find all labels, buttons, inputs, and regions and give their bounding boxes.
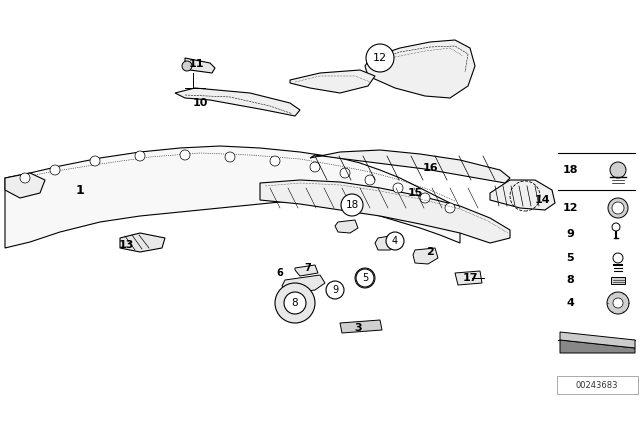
Text: 5: 5 bbox=[566, 253, 574, 263]
Text: 18: 18 bbox=[346, 200, 358, 210]
Text: 8: 8 bbox=[292, 298, 298, 308]
Circle shape bbox=[340, 168, 350, 178]
Text: 1: 1 bbox=[76, 184, 84, 197]
Circle shape bbox=[365, 175, 375, 185]
FancyBboxPatch shape bbox=[611, 277, 625, 284]
Text: 4: 4 bbox=[566, 298, 574, 308]
Text: 5: 5 bbox=[362, 273, 368, 283]
Text: 9: 9 bbox=[332, 285, 338, 295]
Polygon shape bbox=[185, 58, 215, 73]
Circle shape bbox=[361, 274, 369, 282]
Text: 8: 8 bbox=[566, 275, 574, 285]
Polygon shape bbox=[413, 248, 438, 264]
Text: 18: 18 bbox=[563, 165, 578, 175]
Polygon shape bbox=[335, 220, 358, 233]
Polygon shape bbox=[560, 332, 635, 348]
Text: 11: 11 bbox=[188, 59, 204, 69]
Circle shape bbox=[607, 292, 629, 314]
Polygon shape bbox=[5, 146, 470, 248]
Circle shape bbox=[180, 150, 190, 160]
Text: 14: 14 bbox=[535, 195, 551, 205]
FancyBboxPatch shape bbox=[557, 376, 638, 394]
Circle shape bbox=[610, 162, 626, 178]
Polygon shape bbox=[340, 320, 382, 333]
Polygon shape bbox=[120, 233, 165, 252]
Circle shape bbox=[182, 61, 192, 71]
Polygon shape bbox=[5, 173, 45, 198]
Text: 6: 6 bbox=[276, 268, 284, 278]
Text: 12: 12 bbox=[563, 203, 578, 213]
Circle shape bbox=[327, 282, 343, 298]
Circle shape bbox=[310, 162, 320, 172]
Circle shape bbox=[612, 202, 624, 214]
Circle shape bbox=[608, 198, 628, 218]
Polygon shape bbox=[455, 271, 482, 285]
Polygon shape bbox=[560, 340, 635, 353]
Circle shape bbox=[613, 298, 623, 308]
Circle shape bbox=[326, 281, 344, 299]
Circle shape bbox=[20, 173, 30, 183]
Circle shape bbox=[275, 283, 315, 323]
Polygon shape bbox=[490, 180, 555, 210]
Polygon shape bbox=[295, 265, 318, 276]
Text: 2: 2 bbox=[426, 247, 434, 257]
Polygon shape bbox=[282, 275, 325, 293]
Polygon shape bbox=[310, 150, 510, 183]
Text: 9: 9 bbox=[566, 229, 574, 239]
Polygon shape bbox=[260, 180, 510, 243]
Text: 17: 17 bbox=[462, 273, 477, 283]
Circle shape bbox=[50, 165, 60, 175]
Circle shape bbox=[355, 268, 375, 288]
Circle shape bbox=[270, 156, 280, 166]
Circle shape bbox=[420, 193, 430, 203]
Circle shape bbox=[366, 44, 394, 72]
Text: 15: 15 bbox=[407, 188, 422, 198]
Circle shape bbox=[90, 156, 100, 166]
Polygon shape bbox=[375, 235, 398, 250]
Circle shape bbox=[225, 152, 235, 162]
Circle shape bbox=[285, 293, 305, 313]
Polygon shape bbox=[290, 70, 375, 93]
Circle shape bbox=[393, 183, 403, 193]
Circle shape bbox=[445, 203, 455, 213]
Text: 4: 4 bbox=[392, 236, 398, 246]
Polygon shape bbox=[365, 40, 475, 98]
Circle shape bbox=[386, 232, 404, 250]
Circle shape bbox=[613, 253, 623, 263]
Circle shape bbox=[356, 269, 374, 287]
Text: 13: 13 bbox=[118, 240, 134, 250]
Circle shape bbox=[341, 194, 363, 216]
Circle shape bbox=[612, 223, 620, 231]
Text: 12: 12 bbox=[373, 53, 387, 63]
Polygon shape bbox=[175, 88, 300, 116]
Text: 7: 7 bbox=[305, 263, 312, 273]
Text: 10: 10 bbox=[192, 98, 208, 108]
Text: 00243683: 00243683 bbox=[576, 380, 618, 389]
Circle shape bbox=[135, 151, 145, 161]
Circle shape bbox=[284, 292, 306, 314]
Text: 16: 16 bbox=[422, 163, 438, 173]
Text: 3: 3 bbox=[354, 323, 362, 333]
